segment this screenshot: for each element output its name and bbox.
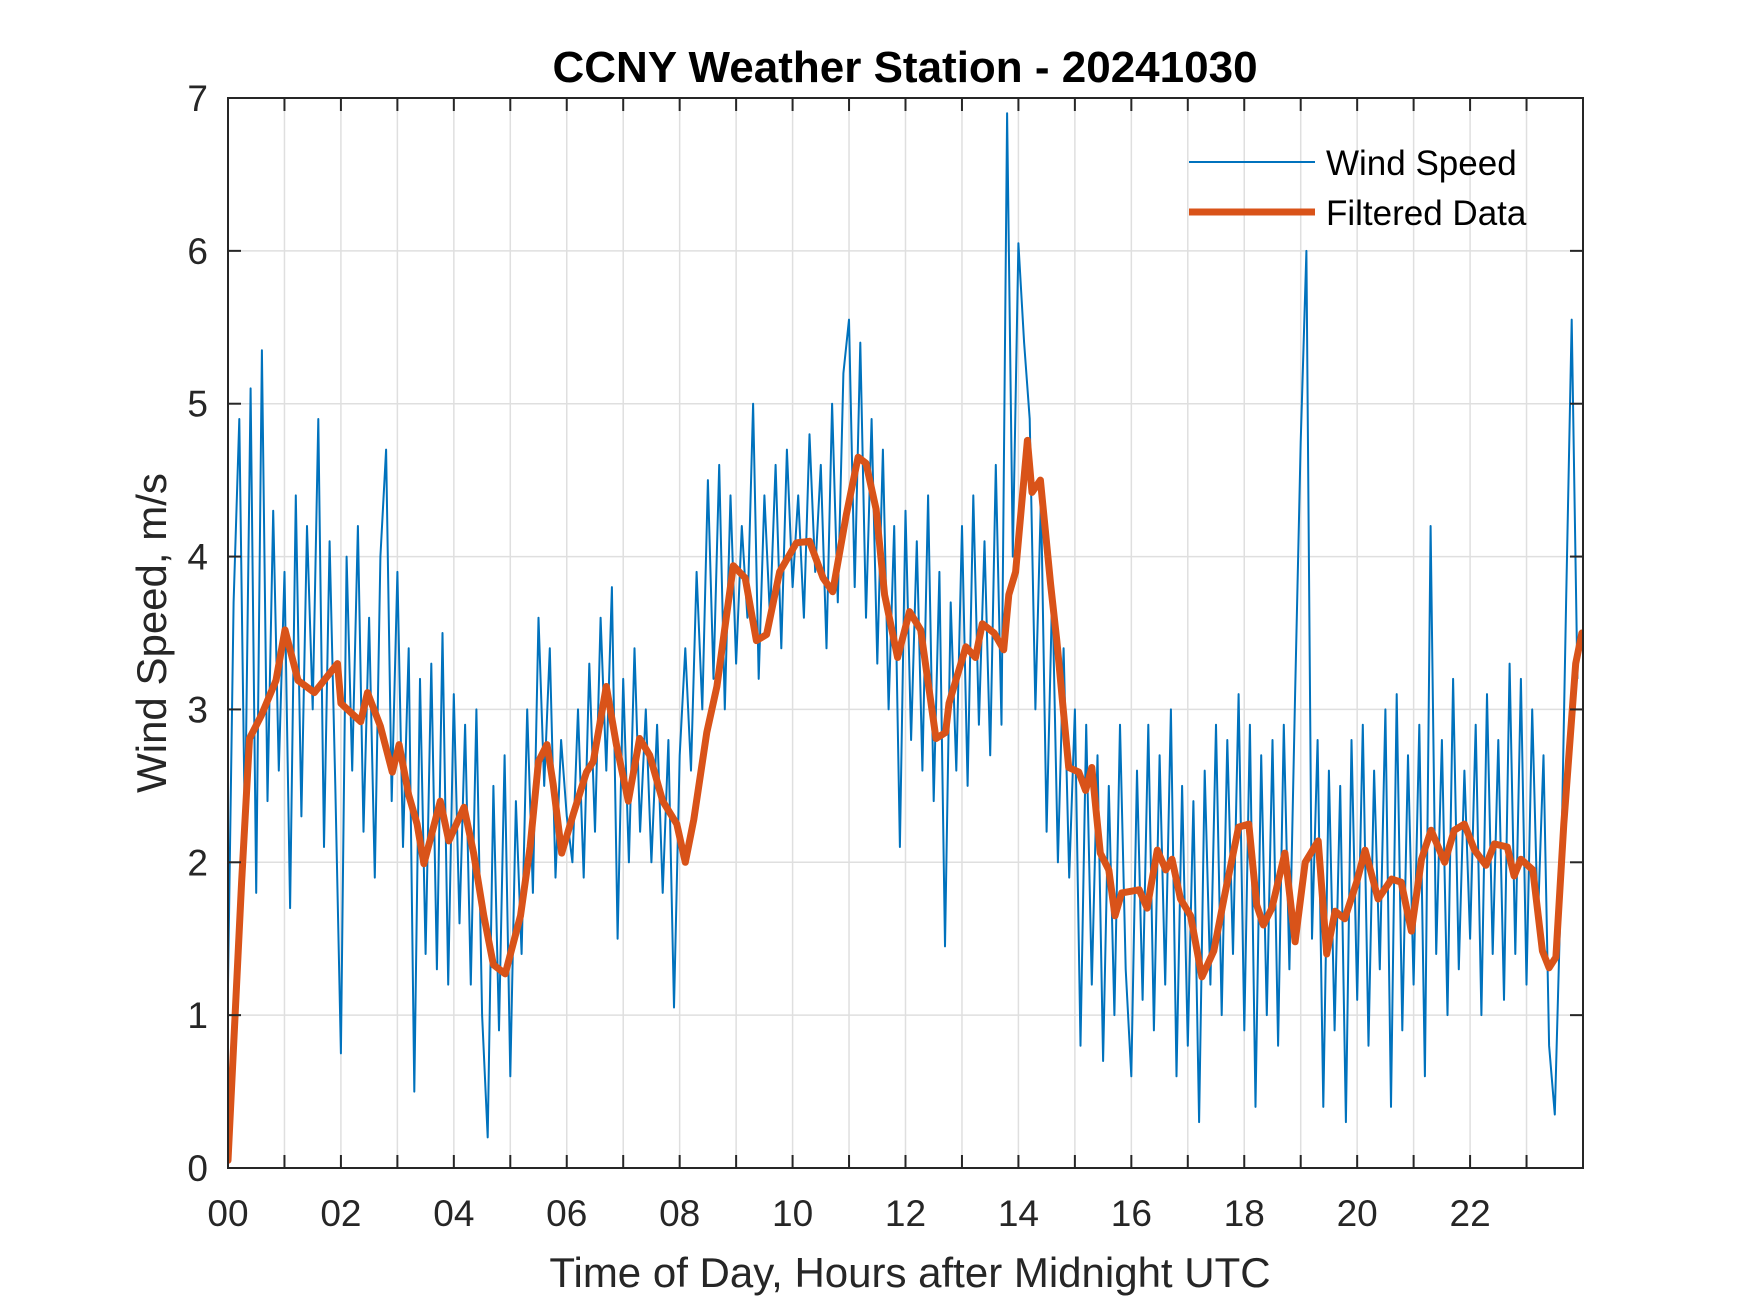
x-axis-label: Time of Day, Hours after Midnight UTC: [549, 1249, 1270, 1296]
y-tick-label: 1: [187, 995, 208, 1036]
x-tick-label: 18: [1224, 1193, 1265, 1234]
grid-lines: [228, 98, 1583, 1168]
y-tick-label: 6: [187, 231, 208, 272]
x-tick-labels: 00 02 04 06 08 10 12 14 16 18 20 22: [207, 1193, 1490, 1234]
x-tick-label: 16: [1111, 1193, 1152, 1234]
plot-area: [228, 112, 1583, 1164]
x-tick-label: 20: [1337, 1193, 1378, 1234]
y-tick-label: 7: [187, 78, 208, 119]
x-tick-label: 22: [1450, 1193, 1491, 1234]
y-axis-label: Wind Speed, m/s: [128, 473, 175, 793]
series-line-wind-speed: [228, 112, 1579, 1139]
legend-item-wind-speed[interactable]: Wind Speed: [1189, 144, 1517, 183]
y-tick-label: 3: [187, 689, 208, 730]
x-tick-label: 14: [998, 1193, 1039, 1234]
x-tick-label: 04: [433, 1193, 474, 1234]
x-tick-label: 02: [320, 1193, 361, 1234]
axis-ticks: [228, 97, 1583, 1169]
x-tick-label: 00: [207, 1193, 248, 1234]
legend[interactable]: Wind Speed Filtered Data: [1189, 144, 1527, 233]
legend-label-wind-speed: Wind Speed: [1326, 144, 1517, 183]
series-line-filtered-data: [228, 436, 1583, 1164]
y-tick-label: 5: [187, 384, 208, 425]
x-tick-label: 08: [659, 1193, 700, 1234]
x-tick-label: 06: [546, 1193, 587, 1234]
legend-label-filtered-data: Filtered Data: [1326, 194, 1527, 233]
chart-title: CCNY Weather Station - 20241030: [552, 43, 1257, 92]
y-tick-label: 4: [187, 537, 208, 578]
x-tick-label: 12: [885, 1193, 926, 1234]
y-tick-label: 0: [187, 1148, 208, 1189]
legend-item-filtered-data[interactable]: Filtered Data: [1189, 194, 1527, 233]
y-tick-label: 2: [187, 842, 208, 883]
y-tick-labels: 0 1 2 3 4 5 6 7: [187, 78, 208, 1189]
x-tick-label: 10: [772, 1193, 813, 1234]
